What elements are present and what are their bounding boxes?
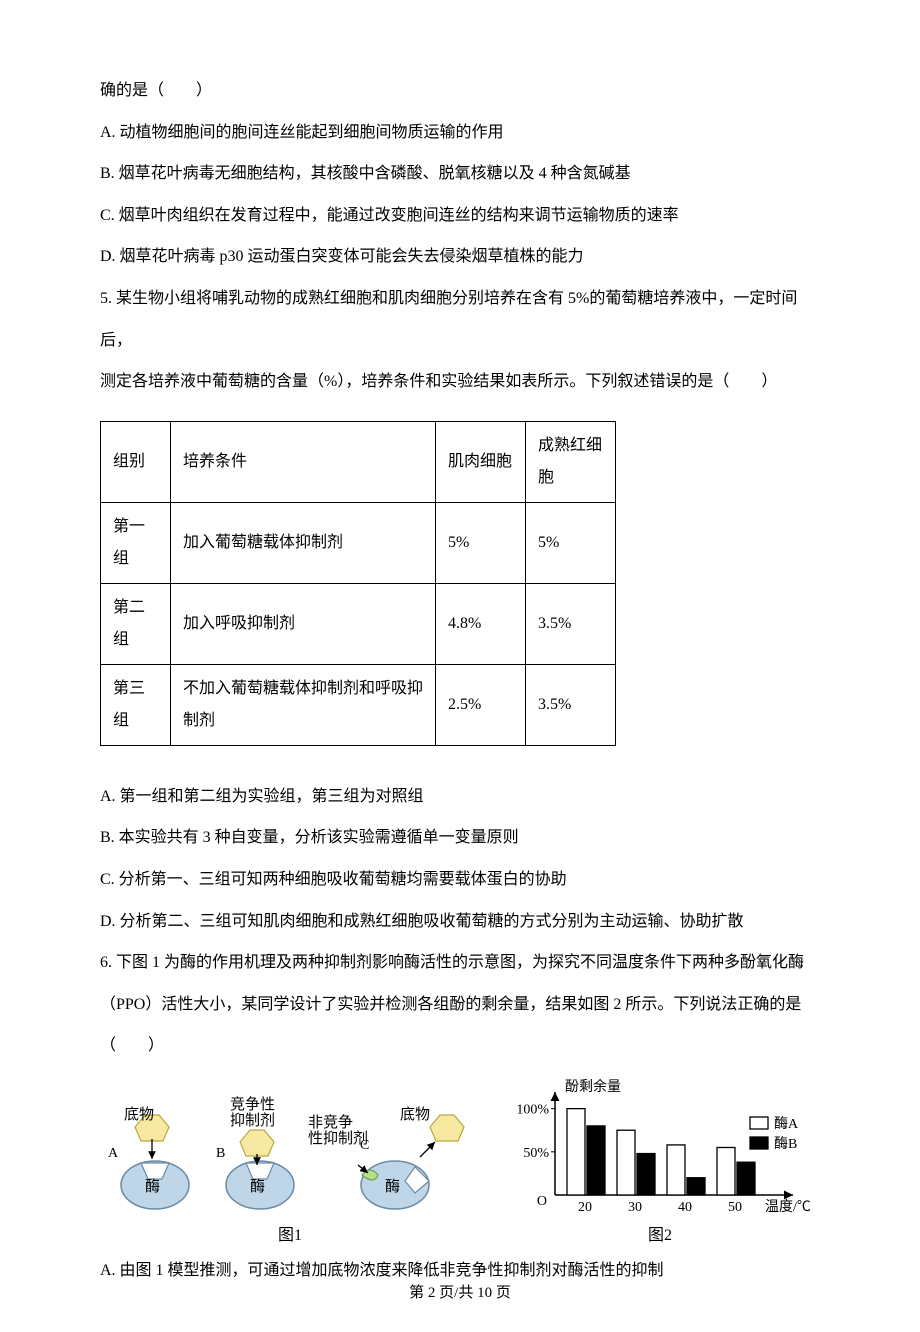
figure-1-diagram: A底物酶B竞争性抑制剂酶C非竞争性抑制剂酶底物	[100, 1087, 480, 1217]
row2-cond: 加入呼吸抑制剂	[171, 583, 436, 664]
svg-text:100%: 100%	[516, 1103, 549, 1118]
option-b-q5: B. 本实验共有 3 种自变量，分析该实验需遵循单一变量原则	[100, 817, 820, 859]
fragment-line: 确的是（ ）	[100, 70, 820, 112]
option-c-q5: C. 分析第一、三组可知两种细胞吸收葡萄糖均需要载体蛋白的协助	[100, 859, 820, 901]
svg-text:50: 50	[728, 1200, 742, 1215]
row1-cond: 加入葡萄糖载体抑制剂	[171, 502, 436, 583]
svg-text:底物: 底物	[400, 1106, 430, 1123]
row3-v1: 2.5%	[436, 664, 526, 745]
question-6-line1: 6. 下图 1 为酶的作用机理及两种抑制剂影响酶活性的示意图，为探究不同温度条件…	[100, 942, 820, 984]
row2-v1: 4.8%	[436, 583, 526, 664]
experiment-table: 组别 培养条件 肌肉细胞 成熟红细胞 第一组 加入葡萄糖载体抑制剂 5% 5% …	[100, 421, 616, 746]
question-5-line1: 5. 某生物小组将哺乳动物的成熟红细胞和肌肉细胞分别培养在含有 5%的葡萄糖培养…	[100, 278, 820, 361]
svg-text:B: B	[216, 1146, 225, 1161]
figure-2-block: O 50% 100% 酚剩余量温度/℃ 20 30 40 50 酶A 酶B 图2	[500, 1077, 820, 1245]
svg-text:酶: 酶	[250, 1178, 265, 1195]
svg-text:O: O	[537, 1194, 547, 1209]
svg-text:40: 40	[678, 1200, 692, 1215]
row1-v2: 5%	[526, 502, 616, 583]
option-a-q4: A. 动植物细胞间的胞间连丝能起到细胞间物质运输的作用	[100, 112, 820, 154]
svg-text:酶: 酶	[385, 1178, 400, 1195]
question-6-line2: （PPO）活性大小，某同学设计了实验并检测各组酚的剩余量，结果如图 2 所示。下…	[100, 984, 820, 1026]
figure-1-caption: 图1	[278, 1221, 302, 1245]
figure-2-caption: 图2	[648, 1221, 672, 1245]
svg-text:酶: 酶	[145, 1178, 160, 1195]
option-d-q4: D. 烟草花叶病毒 p30 运动蛋白突变体可能会失去侵染烟草植株的能力	[100, 236, 820, 278]
table-row: 第一组 加入葡萄糖载体抑制剂 5% 5%	[101, 502, 616, 583]
header-muscle: 肌肉细胞	[436, 421, 526, 502]
table-row: 第二组 加入呼吸抑制剂 4.8% 3.5%	[101, 583, 616, 664]
option-d-q5: D. 分析第二、三组可知肌肉细胞和成熟红细胞吸收葡萄糖的方式分别为主动运输、协助…	[100, 901, 820, 943]
row3-cond: 不加入葡萄糖载体抑制剂和呼吸抑制剂	[171, 664, 436, 745]
svg-text:性抑制剂: 性抑制剂	[308, 1130, 368, 1147]
option-b-q4: B. 烟草花叶病毒无细胞结构，其核酸中含磷酸、脱氧核糖以及 4 种含氮碱基	[100, 153, 820, 195]
figure-2-chart: O 50% 100% 酚剩余量温度/℃ 20 30 40 50 酶A 酶B	[500, 1077, 820, 1217]
row2-group: 第二组	[101, 583, 171, 664]
row3-v2: 3.5%	[526, 664, 616, 745]
header-group: 组别	[101, 421, 171, 502]
svg-text:A: A	[108, 1146, 119, 1161]
figures-row: A底物酶B竞争性抑制剂酶C非竞争性抑制剂酶底物 图1 O50%100%酚剩余量温…	[100, 1077, 820, 1245]
table-header-row: 组别 培养条件 肌肉细胞 成熟红细胞	[101, 421, 616, 502]
svg-text:底物: 底物	[124, 1106, 154, 1123]
svg-text:非竞争: 非竞争	[308, 1113, 353, 1131]
row1-group: 第一组	[101, 502, 171, 583]
row1-v1: 5%	[436, 502, 526, 583]
svg-text:酶A: 酶A	[774, 1116, 799, 1132]
svg-text:竞争性: 竞争性	[230, 1095, 275, 1113]
svg-text:20: 20	[578, 1200, 592, 1215]
row3-group: 第三组	[101, 664, 171, 745]
question-6-line3: （ ）	[100, 1025, 820, 1067]
svg-text:酶B: 酶B	[774, 1136, 797, 1152]
table-row: 第三组 不加入葡萄糖载体抑制剂和呼吸抑制剂 2.5% 3.5%	[101, 664, 616, 745]
question-5-line2: 测定各培养液中葡萄糖的含量（%），培养条件和实验结果如表所示。下列叙述错误的是（…	[100, 361, 820, 403]
header-rbc: 成熟红细胞	[526, 421, 616, 502]
header-condition: 培养条件	[171, 421, 436, 502]
option-a-q5: A. 第一组和第二组为实验组，第三组为对照组	[100, 776, 820, 818]
row2-v2: 3.5%	[526, 583, 616, 664]
svg-text:50%: 50%	[523, 1146, 549, 1161]
figure-1-block: A底物酶B竞争性抑制剂酶C非竞争性抑制剂酶底物 图1	[100, 1087, 480, 1245]
svg-text:30: 30	[628, 1200, 642, 1215]
page-footer: 第 2 页/共 10 页	[0, 1281, 920, 1302]
option-c-q4: C. 烟草叶肉组织在发育过程中，能通过改变胞间连丝的结构来调节运输物质的速率	[100, 195, 820, 237]
svg-text:酚剩余量: 酚剩余量	[565, 1078, 621, 1095]
svg-text:抑制剂: 抑制剂	[230, 1112, 275, 1129]
svg-text:温度/℃: 温度/℃	[765, 1199, 811, 1215]
